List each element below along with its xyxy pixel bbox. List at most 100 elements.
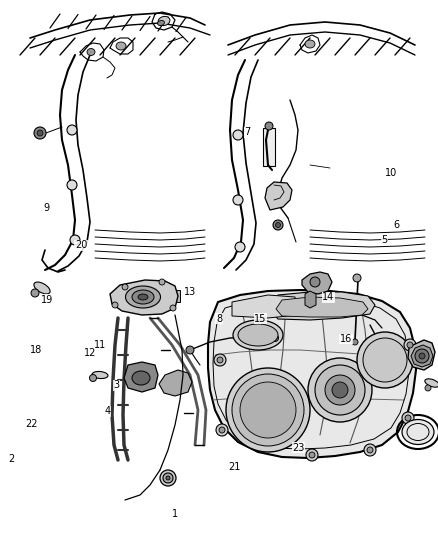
Text: 14: 14 [322,293,335,302]
Circle shape [402,412,414,424]
Bar [263,128,275,166]
Text: 18: 18 [30,345,42,355]
Text: 20: 20 [75,240,87,250]
Circle shape [308,358,372,422]
Circle shape [419,353,425,359]
Ellipse shape [158,20,164,26]
Ellipse shape [233,320,283,350]
Circle shape [364,444,376,456]
Circle shape [306,449,318,461]
Text: 12: 12 [84,349,96,358]
Text: 7: 7 [244,127,251,137]
Circle shape [159,279,165,285]
Circle shape [353,274,361,282]
Text: 10: 10 [385,168,397,178]
Circle shape [226,368,310,452]
Ellipse shape [305,40,315,48]
Text: 3: 3 [113,381,119,390]
Circle shape [276,222,280,228]
Circle shape [186,346,194,354]
Circle shape [166,476,170,480]
Text: 8: 8 [216,314,222,324]
Text: 13: 13 [184,287,196,297]
Text: 16: 16 [340,334,352,344]
Polygon shape [208,290,416,458]
Circle shape [67,125,77,135]
Text: 11: 11 [94,341,106,350]
Circle shape [265,122,273,130]
Circle shape [216,424,228,436]
Circle shape [310,277,320,287]
Ellipse shape [402,419,434,445]
Ellipse shape [34,282,50,294]
Circle shape [405,415,411,421]
Polygon shape [302,272,332,294]
Polygon shape [124,362,158,392]
Polygon shape [411,345,433,367]
Ellipse shape [87,49,95,55]
Text: 9: 9 [44,203,50,213]
Circle shape [31,289,39,297]
Circle shape [272,335,279,342]
Circle shape [37,130,43,136]
Circle shape [70,235,80,245]
Polygon shape [305,291,316,308]
Circle shape [273,220,283,230]
Ellipse shape [238,324,278,346]
Circle shape [214,354,226,366]
Text: 15: 15 [254,314,267,324]
Circle shape [415,349,429,363]
Circle shape [309,452,315,458]
Circle shape [122,284,128,290]
Circle shape [381,373,388,379]
Text: 19: 19 [41,295,53,304]
Ellipse shape [132,371,150,385]
Circle shape [357,332,413,388]
Polygon shape [265,182,292,210]
Circle shape [217,357,223,363]
Ellipse shape [425,379,438,387]
Circle shape [219,427,225,433]
Circle shape [67,180,77,190]
Text: 21: 21 [228,462,240,472]
Circle shape [332,382,348,398]
Circle shape [363,338,407,382]
Circle shape [112,302,118,308]
Text: 1: 1 [172,509,178,519]
Circle shape [235,242,245,252]
Ellipse shape [116,42,126,50]
Circle shape [163,473,173,483]
Circle shape [233,130,243,140]
Circle shape [367,447,373,453]
Text: 22: 22 [25,419,38,429]
Circle shape [352,339,358,345]
Circle shape [240,382,296,438]
Circle shape [89,375,96,382]
Text: 4: 4 [104,407,110,416]
Ellipse shape [92,372,108,378]
Circle shape [34,127,46,139]
Circle shape [407,342,413,348]
Circle shape [232,374,304,446]
Text: 5: 5 [381,235,388,245]
Ellipse shape [132,290,154,304]
Polygon shape [276,297,368,317]
Bar [162,290,180,302]
Circle shape [404,339,416,351]
Circle shape [315,365,365,415]
Circle shape [233,195,243,205]
Polygon shape [110,280,178,315]
Text: 2: 2 [8,455,14,464]
Polygon shape [232,295,297,318]
Circle shape [170,305,176,311]
Circle shape [160,470,176,486]
Text: 6: 6 [393,221,399,230]
Polygon shape [408,340,435,370]
Ellipse shape [158,17,170,26]
Ellipse shape [126,286,160,308]
Circle shape [425,385,431,391]
Polygon shape [159,370,192,396]
Circle shape [325,375,355,405]
Polygon shape [270,292,375,320]
Ellipse shape [138,294,148,300]
